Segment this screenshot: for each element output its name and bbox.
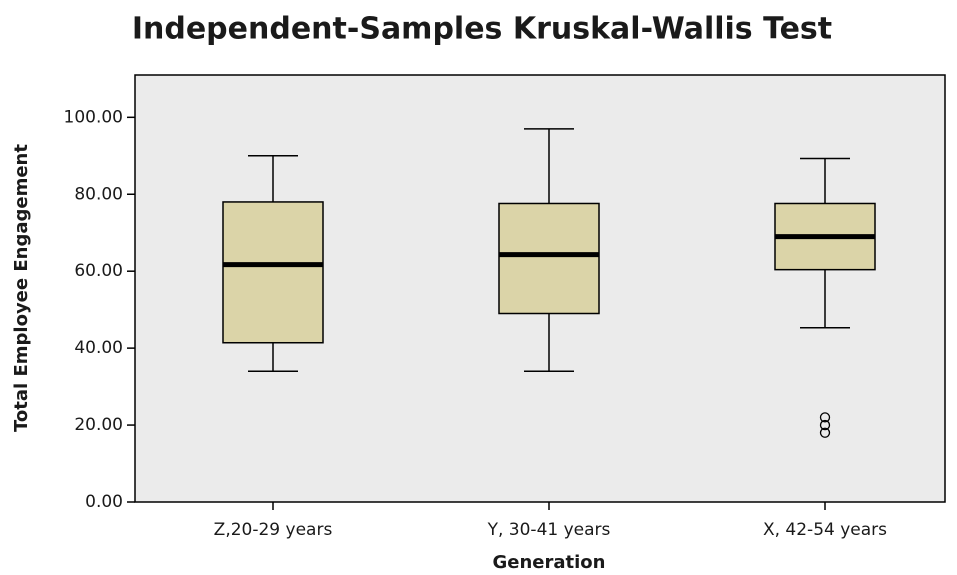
y-tick-label: 20.00 <box>74 415 123 435</box>
x-tick-label: X, 42-54 years <box>763 520 887 540</box>
y-tick-label: 80.00 <box>74 184 123 204</box>
chart-title: Independent-Samples Kruskal-Wallis Test <box>132 12 832 47</box>
x-tick-label: Y, 30-41 years <box>487 520 611 540</box>
box <box>498 202 600 315</box>
outlier <box>819 412 831 423</box>
x-axis-label: Generation <box>493 552 606 573</box>
x-tick-label: Z,20-29 years <box>214 520 333 540</box>
y-tick-label: 60.00 <box>74 261 123 281</box>
y-axis-label: Total Employee Engagement <box>11 144 32 432</box>
outlier <box>819 419 831 431</box>
y-tick-label: 0.00 <box>85 492 123 512</box>
y-tick-label: 100.00 <box>64 107 123 127</box>
box <box>222 201 324 344</box>
outlier <box>819 427 831 438</box>
y-tick-label: 40.00 <box>74 338 123 358</box>
